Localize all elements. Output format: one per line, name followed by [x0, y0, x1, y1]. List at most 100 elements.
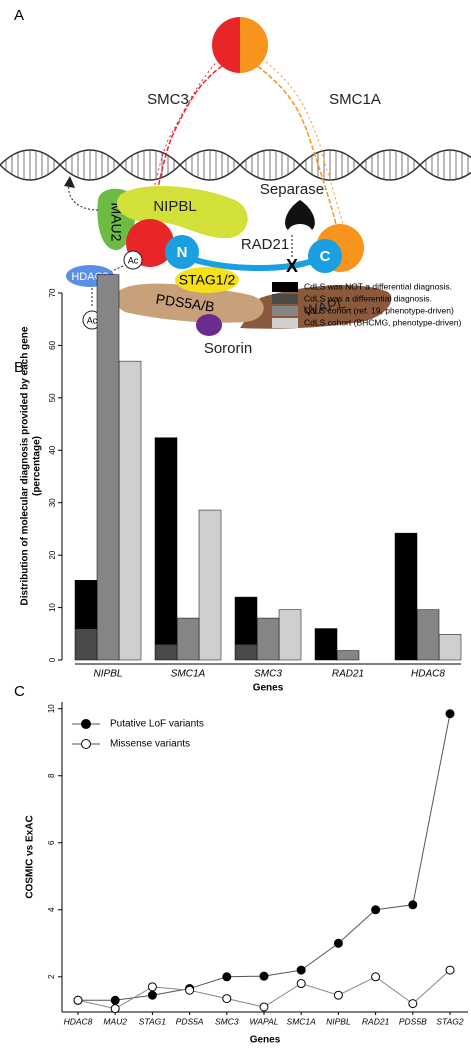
x-axis-label: Genes [250, 1035, 281, 1046]
y-tick-label: 70 [48, 288, 57, 297]
stag-shape [175, 267, 239, 293]
hinge-smc1a [240, 17, 268, 73]
acetyl [123, 250, 143, 270]
bar [154, 644, 178, 661]
bar [118, 360, 142, 661]
y-tick-label: 30 [48, 498, 57, 507]
label: RAD21 [241, 236, 289, 253]
x-tick-label: RAD21 [332, 669, 364, 680]
point [147, 982, 157, 992]
bar [256, 617, 280, 661]
bar [234, 644, 258, 661]
legend-label: Putative LoF variants [110, 719, 204, 730]
legend-swatch [272, 294, 298, 304]
dna-strand [0, 149, 471, 181]
legend-swatch [272, 318, 298, 328]
rad21-n [165, 235, 199, 269]
smc1a-arm [257, 55, 346, 233]
label: STAG1/2 [179, 272, 236, 288]
point [147, 990, 157, 1000]
label: NIPBL [153, 198, 196, 215]
bar [416, 609, 440, 661]
bar [154, 437, 178, 645]
label: X [286, 256, 298, 276]
point [371, 905, 381, 915]
point [222, 994, 232, 1004]
arrow [68, 181, 99, 211]
sororin-shape [196, 314, 222, 336]
bar [438, 634, 462, 661]
legend-label: CdLS was a differential diagnosis. [304, 293, 432, 303]
point [445, 709, 455, 719]
label: Ac [87, 315, 98, 325]
y-tick-label: 10 [47, 704, 56, 713]
label: MAU2 [108, 203, 124, 242]
separase-icon [285, 200, 315, 230]
x-tick-label: WAPAL [250, 1016, 279, 1026]
point [371, 972, 381, 982]
point [73, 995, 83, 1005]
panel-label: C [14, 683, 25, 700]
point [222, 972, 232, 982]
y-tick-label: 10 [48, 603, 57, 612]
rad21-c [308, 239, 342, 273]
point [296, 965, 306, 975]
pds5-shape [114, 283, 264, 323]
dna-rungs [5, 150, 469, 180]
y-tick-label: 60 [48, 340, 57, 349]
legend-swatch [272, 306, 298, 316]
x-tick-label: SMC3 [215, 1016, 239, 1026]
label: Separase [260, 181, 324, 198]
legend-label: Missense variants [110, 739, 190, 750]
x-tick-label: NIPBL [94, 669, 123, 680]
label: Ac [128, 255, 139, 265]
point [333, 990, 343, 1000]
nipbl-shape [116, 185, 248, 239]
label: SMC3 [147, 91, 189, 108]
label: Sororin [204, 340, 252, 357]
bar [336, 650, 360, 661]
rad21-linker [194, 255, 322, 271]
x-tick-label: MAU2 [103, 1016, 127, 1026]
point [408, 900, 418, 910]
x-tick-label: STAG1 [139, 1016, 167, 1026]
point [185, 985, 195, 995]
bar [176, 617, 200, 661]
point [408, 999, 418, 1009]
legend-label: CdLS cohort (ref. 19, phenotype-driven) [304, 305, 454, 315]
x-tick-label: HDAC8 [64, 1016, 93, 1026]
y-tick-label: 4 [47, 907, 56, 912]
bar [234, 596, 258, 645]
y-axis-label: Distribution of molecular diagnosis prov… [20, 326, 31, 605]
series-line [78, 713, 451, 1001]
x-tick-label: RAD21 [362, 1016, 390, 1026]
y-axis-label: (percentage) [32, 436, 43, 496]
x-tick-label: SMC1A [287, 1016, 317, 1026]
legend-label: CdLS cohort (BHCMG, phenotype-driven) [304, 317, 461, 327]
point [110, 995, 120, 1005]
legend-label: CdLS was NOT a differential diagnosis. [304, 281, 452, 291]
bar [198, 509, 222, 661]
x-tick-label: SMC3 [254, 669, 282, 680]
y-axis-label: COSMIC vs ExAC [25, 815, 36, 898]
panel-label: A [14, 7, 24, 24]
bar [74, 580, 98, 629]
smc3-arm [142, 55, 223, 226]
x-tick-label: PDS5B [399, 1016, 427, 1026]
label: C [320, 248, 331, 265]
x-tick-label: SMC1A [171, 669, 206, 680]
legend-marker [81, 719, 91, 729]
label: SMC1A [329, 91, 381, 108]
point [259, 971, 269, 981]
x-tick-label: NIPBL [326, 1016, 351, 1026]
point [296, 979, 306, 989]
point [110, 1004, 120, 1014]
y-tick-label: 40 [48, 445, 57, 454]
panel-label: B [14, 359, 24, 376]
y-tick-label: 6 [47, 840, 56, 845]
y-tick-label: 0 [48, 657, 57, 662]
legend-marker [81, 739, 91, 749]
arrowhead [64, 176, 75, 188]
legend-swatch [272, 282, 298, 292]
